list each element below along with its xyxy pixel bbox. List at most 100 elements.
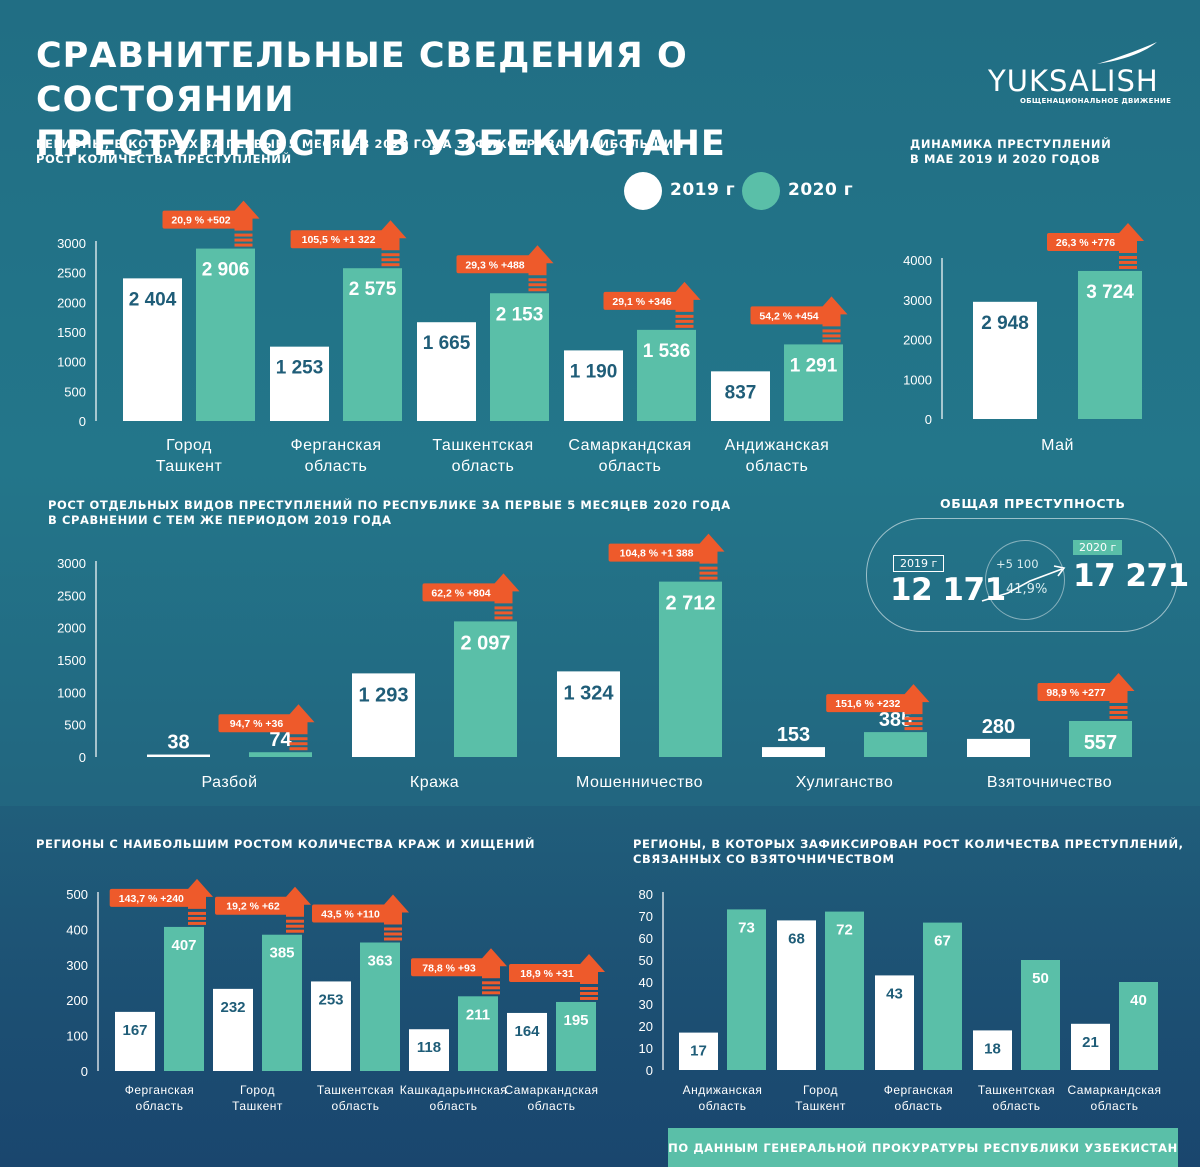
- legend-2019-label: 2019 г: [670, 180, 736, 200]
- category-label: Кашкадарьинская: [400, 1083, 508, 1097]
- category-label: область: [699, 1099, 747, 1113]
- category-label: Разбой: [201, 774, 257, 791]
- bar-value-label: 1 253: [276, 358, 324, 379]
- page-title: СРАВНИТЕЛЬНЫЕ СВЕДЕНИЯ О СОСТОЯНИИ ПРЕСТ…: [36, 34, 836, 166]
- growth-tag: [290, 230, 387, 249]
- arrow-stripe: [482, 986, 500, 990]
- bar-2019: [270, 346, 329, 421]
- growth-tag: [1037, 682, 1115, 701]
- bar-2020: [1119, 982, 1158, 1070]
- category-label: область: [332, 1099, 380, 1113]
- bar-value-label: 211: [466, 1006, 490, 1023]
- bar-2020: [196, 248, 255, 421]
- arrow-stripe: [286, 924, 304, 928]
- growth-tag: [109, 888, 193, 907]
- bar-2020: [637, 329, 696, 421]
- growth-tag-text: 19,2 % +62: [226, 901, 280, 913]
- arrow-stripe: [822, 329, 841, 333]
- legend-2019-swatch: [624, 172, 662, 210]
- bar-2020: [490, 293, 549, 421]
- y-tick-label: 0: [646, 1063, 653, 1078]
- y-tick-label: 1000: [903, 372, 932, 387]
- arrow-stripe: [699, 566, 718, 570]
- total-2020-value: 17 271: [1073, 558, 1189, 594]
- category-label: Ташкентская: [432, 437, 533, 454]
- y-tick-label: 10: [639, 1041, 653, 1056]
- y-tick-label: 2000: [903, 333, 932, 348]
- bar-value-label: 2 906: [202, 260, 250, 281]
- y-tick-label: 500: [66, 887, 88, 902]
- bar-value-label: 2 097: [460, 632, 510, 654]
- category-label: Мошенничество: [576, 774, 703, 791]
- growth-tag: [411, 958, 487, 977]
- category-label: Кража: [410, 774, 459, 791]
- category-label: Хулиганство: [796, 774, 894, 791]
- bar-value-label: 253: [318, 991, 343, 1008]
- source-text: ПО ДАННЫМ ГЕНЕРАЛЬНОЙ ПРОКУРАТУРЫ РЕСПУБ…: [668, 1140, 1178, 1155]
- chart-title-thefts: РЕГИОНЫ С НАИБОЛЬШИМ РОСТОМ КОЛИЧЕСТВА К…: [36, 837, 536, 851]
- bar-2019: [311, 981, 351, 1071]
- y-tick-label: 3000: [903, 293, 932, 308]
- growth-tag: [456, 255, 534, 274]
- arrow-stripe: [528, 283, 547, 287]
- logo-subtitle: ОБЩЕНАЦИОНАЛЬНОЕ ДВИЖЕНИЕ: [1020, 97, 1172, 105]
- arrow-stripe: [580, 991, 598, 995]
- bar-2019: [409, 1029, 449, 1071]
- category-label: область: [895, 1099, 943, 1113]
- bar-value-label: 3 724: [1086, 282, 1134, 303]
- bar-value-label: 1 665: [423, 333, 471, 354]
- category-label: Город: [166, 437, 212, 454]
- bar-value-label: 167: [122, 1022, 147, 1039]
- category-label: область: [430, 1099, 478, 1113]
- bar-2020: [659, 581, 722, 757]
- y-tick-label: 400: [66, 922, 88, 937]
- chart-title-types: РОСТ ОТДЕЛЬНЫХ ВИДОВ ПРЕСТУПЛЕНИЙ ПО РЕС…: [48, 498, 731, 527]
- bar-value-label: 385: [269, 945, 294, 962]
- bar-2020: [784, 344, 843, 421]
- chart-title-regions: РЕГИОНЫ, В КОТОРЫХ ЗА ПЕРВЫЕ 5 МЕСЯЦЕВ 2…: [36, 137, 685, 166]
- y-tick-label: 30: [639, 997, 653, 1012]
- bar-value-label: 21: [1082, 1034, 1099, 1051]
- bar-2020: [262, 934, 302, 1071]
- bar-2020: [923, 922, 962, 1070]
- category-label: Ферганская: [884, 1083, 954, 1097]
- bar-2019: [564, 350, 623, 421]
- growth-tag: [603, 291, 681, 310]
- arrow-stripe: [494, 616, 513, 620]
- bar-2019: [967, 738, 1030, 757]
- bar-value-label: 232: [220, 999, 245, 1016]
- arrow-stripe: [482, 981, 500, 985]
- growth-tag-text: 104,8 % +1 388: [620, 548, 694, 560]
- y-tick-label: 2000: [57, 295, 86, 310]
- yuksalish-logo: YUKSALISH ОБЩЕНАЦИОНАЛЬНОЕ ДВИЖЕНИЕ: [985, 40, 1171, 110]
- growth-tag-text: 26,3 % +776: [1056, 237, 1115, 249]
- y-tick-label: 1000: [57, 355, 86, 370]
- bar-2019: [115, 1011, 155, 1071]
- chart-title-bribery: РЕГИОНЫ, В КОТОРЫХ ЗАФИКСИРОВАН РОСТ КОЛ…: [633, 837, 1184, 866]
- growth-tag-text: 20,9 % +502: [171, 215, 230, 227]
- arrow-stripe: [1109, 710, 1128, 714]
- total-growth-pct: 41,9%: [1006, 582, 1048, 597]
- arrow-stripe: [384, 927, 402, 931]
- arrow-stripe: [1119, 265, 1137, 269]
- bar-2020: [1069, 720, 1132, 757]
- arrow-stripe: [1109, 715, 1128, 719]
- growth-tag-text: 54,2 % +454: [759, 310, 818, 322]
- category-label: Ташкент: [795, 1099, 846, 1113]
- bar-2020: [249, 752, 312, 757]
- bar-2020: [458, 996, 498, 1071]
- bar-value-label: 118: [417, 1039, 441, 1056]
- bar-2020: [164, 926, 204, 1071]
- arrow-stripe: [286, 929, 304, 933]
- bar-value-label: 164: [514, 1023, 540, 1040]
- bar-2020: [454, 621, 517, 757]
- growth-tag: [215, 896, 291, 915]
- bar-2019: [875, 975, 914, 1070]
- category-label: Взяточничество: [987, 774, 1112, 791]
- arrow-stripe: [904, 717, 923, 721]
- bar-value-label: 50: [1032, 970, 1049, 987]
- arrow-stripe: [904, 727, 923, 731]
- arrow-stripe: [1109, 705, 1128, 709]
- category-label: Андижанская: [725, 437, 830, 454]
- bar-2019: [557, 671, 620, 757]
